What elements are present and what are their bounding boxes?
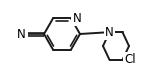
Text: N: N — [72, 12, 81, 25]
Text: N: N — [105, 26, 114, 39]
Text: N: N — [17, 27, 26, 41]
Text: Cl: Cl — [124, 53, 136, 66]
